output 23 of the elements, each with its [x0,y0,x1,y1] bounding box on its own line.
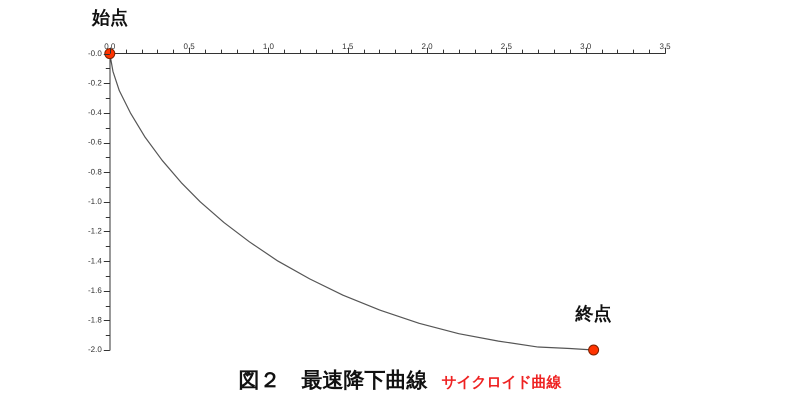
y-tick-label: -1.6 [88,286,102,295]
x-tick-label: 2.5 [500,42,512,52]
y-tick-label: -0.2 [88,78,102,88]
x-tick-label: 3.0 [580,42,592,52]
y-tick-label: -0.4 [88,108,102,118]
x-tick-label: 3.5 [659,42,672,52]
annotation: 始点 [90,7,128,28]
text: サイクロイド曲線 [442,373,562,391]
x-tick-label: 1.0 [262,42,275,52]
x-tick-label: 2.0 [421,42,434,52]
y-tick-label: -0.6 [88,138,102,147]
text: 図２ 最速降下曲線 [238,368,428,392]
y-tick-label: -1.2 [88,226,102,236]
y-tick-label: -1.0 [88,197,102,206]
y-tick-label: -2.0 [88,345,102,354]
y-tick-label: -1.8 [88,316,102,325]
x-tick-label: 1.5 [342,42,354,52]
x-tick-label: 0.5 [184,42,196,52]
annotation: 終点 [574,304,612,325]
y-tick-label: -0.8 [88,167,102,176]
y-tick-label: -0.0 [88,48,102,58]
y-tick-label: -1.4 [88,256,102,266]
x-tick-label: 0.0 [104,42,116,52]
